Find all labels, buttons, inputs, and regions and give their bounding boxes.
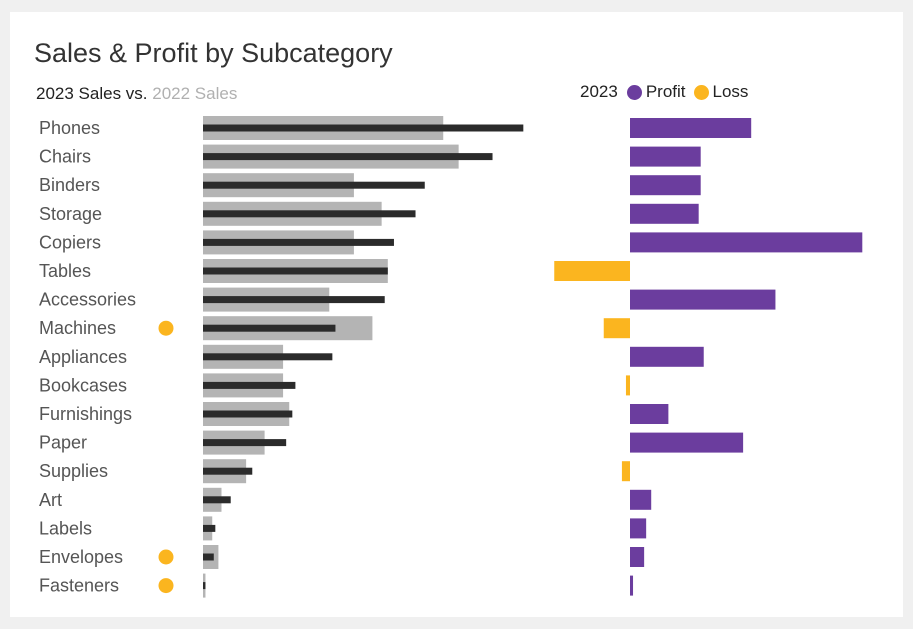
category-label-bookcases: Bookcases [39, 375, 127, 395]
flag-dot-envelopes [158, 549, 174, 565]
category-label-copiers: Copiers [39, 232, 101, 252]
loss-bar-supplies [621, 461, 630, 482]
category-label-art: Art [39, 490, 62, 510]
category-label-supplies: Supplies [39, 461, 108, 481]
profit-bar-storage [630, 203, 699, 224]
subtitle-prior-year: 2022 Sales [152, 84, 238, 103]
category-label-accessories: Accessories [39, 290, 136, 310]
bar-2023-supplies [203, 467, 253, 475]
bar-2023-envelopes [203, 553, 214, 561]
loss-bar-tables [554, 261, 630, 281]
bar-2023-chairs [203, 153, 493, 161]
bar-2023-phones [203, 124, 524, 132]
profit-bar-fasteners [630, 575, 634, 596]
category-label-binders: Binders [39, 175, 100, 195]
category-label-labels: Labels [39, 518, 92, 538]
chart-title: Sales & Profit by Subcategory [34, 38, 393, 68]
flag-dot-fasteners [158, 578, 174, 594]
bar-2023-bookcases [203, 381, 296, 389]
profit-legend: 2023 Profit Loss [580, 82, 748, 102]
category-label-tables: Tables [39, 261, 91, 281]
category-label-furnishings: Furnishings [39, 404, 132, 424]
profit-bar-appliances [630, 346, 704, 367]
profit-bar-phones [630, 118, 752, 138]
dashboard-card: Sales & Profit by Subcategory 2023 Sales… [10, 12, 903, 617]
bar-2023-furnishings [203, 410, 293, 418]
subtitle-current-year: 2023 Sales vs. [36, 84, 148, 103]
legend-profit-label: Profit [645, 82, 686, 101]
profit-legend-swatch [626, 84, 642, 100]
bar-2023-machines [203, 324, 336, 332]
bar-2023-appliances [203, 353, 333, 361]
category-label-phones: Phones [39, 118, 100, 138]
profit-bar-labels [630, 518, 647, 539]
profit-bar-paper [630, 432, 744, 453]
category-label-chairs: Chairs [39, 147, 91, 167]
bar-2023-labels [203, 524, 216, 532]
loss-bar-machines [603, 318, 630, 339]
sales-subtitle: 2023 Sales vs. 2022 Sales [36, 84, 237, 104]
category-label-machines: Machines [39, 318, 116, 338]
profit-bar-copiers [630, 232, 863, 253]
category-label-fasteners: Fasteners [39, 576, 119, 596]
profit-bar-furnishings [630, 404, 669, 424]
profit-bar-accessories [630, 289, 776, 310]
bar-2023-copiers [203, 238, 394, 246]
category-label-appliances: Appliances [39, 347, 127, 367]
bar-2023-art [203, 496, 231, 504]
profit-bar-binders [630, 175, 701, 196]
category-label-storage: Storage [39, 204, 102, 224]
bar-2023-paper [203, 439, 287, 447]
bar-2023-binders [203, 181, 425, 189]
loss-legend-swatch [693, 84, 709, 100]
bar-2023-fasteners [203, 582, 206, 590]
category-label-envelopes: Envelopes [39, 547, 123, 567]
profit-bar-chairs [630, 146, 701, 167]
sales-profit-chart: Phones Chairs Binders Storage Copiers Tables A… [39, 116, 863, 598]
legend-loss-label: Loss [712, 82, 749, 101]
legend-year: 2023 [580, 82, 618, 101]
profit-bar-envelopes [630, 547, 645, 567]
profit-bar-art [630, 489, 652, 510]
loss-bar-bookcases [625, 375, 630, 396]
bar-2023-accessories [203, 296, 385, 304]
category-label-paper: Paper [39, 433, 87, 453]
bar-2023-tables [203, 267, 388, 275]
bar-2023-storage [203, 210, 416, 218]
flag-dot-machines [158, 320, 174, 336]
